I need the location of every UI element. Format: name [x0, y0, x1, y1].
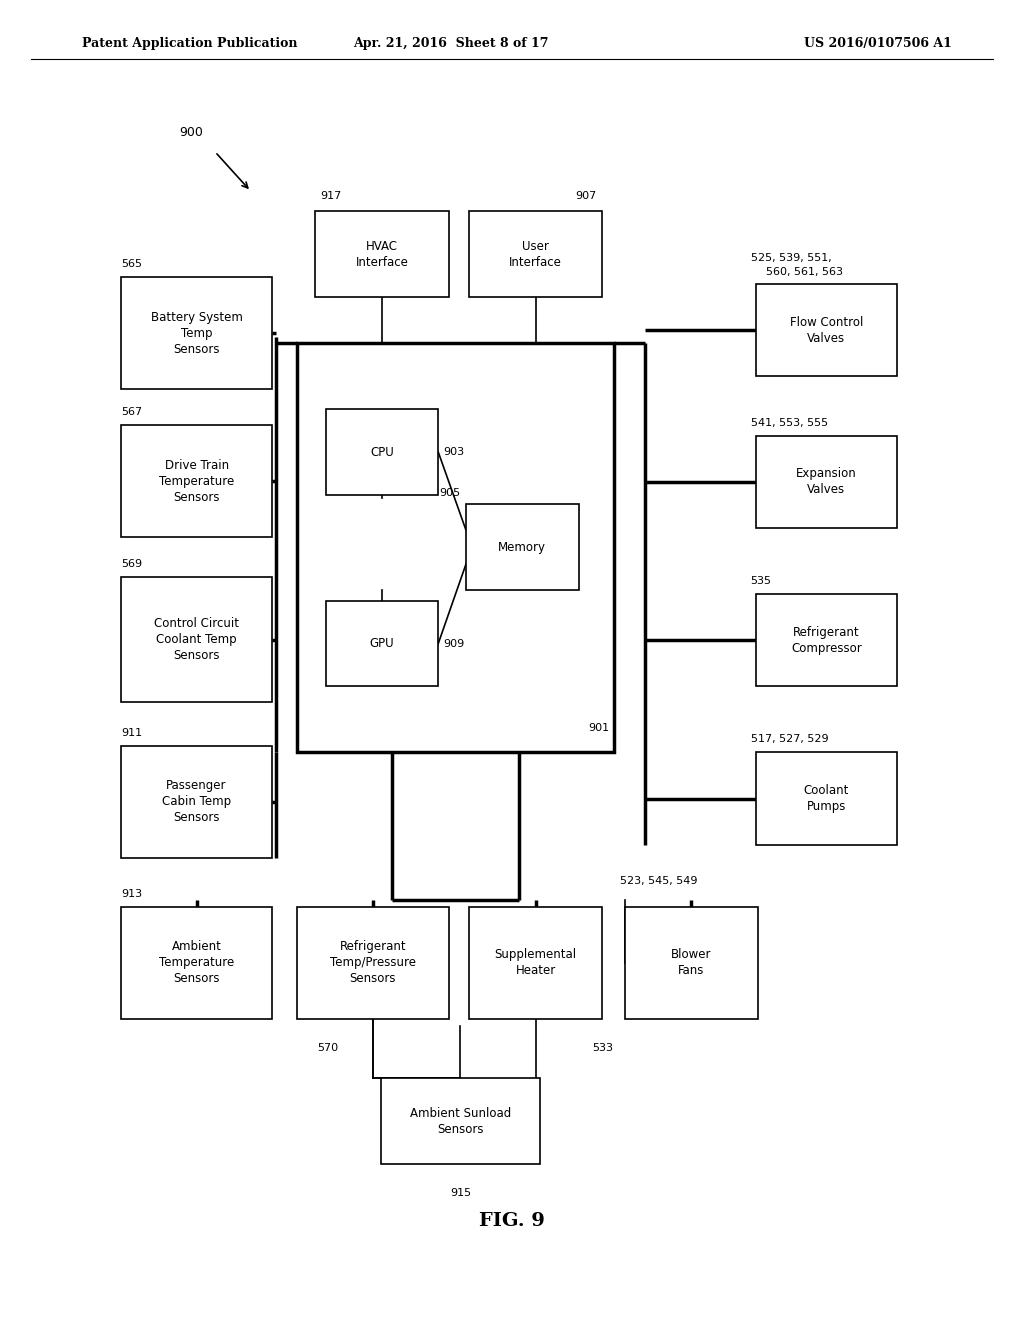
Bar: [326, 409, 438, 495]
Text: Battery System
Temp
Sensors: Battery System Temp Sensors: [151, 310, 243, 356]
Bar: [121, 277, 272, 389]
Text: Apr. 21, 2016  Sheet 8 of 17: Apr. 21, 2016 Sheet 8 of 17: [353, 37, 548, 50]
Bar: [756, 594, 897, 686]
Text: CPU: CPU: [370, 446, 394, 458]
Text: 533: 533: [592, 1043, 613, 1053]
Bar: [297, 907, 449, 1019]
Text: 907: 907: [575, 190, 597, 201]
Bar: [121, 746, 272, 858]
Text: 541, 553, 555: 541, 553, 555: [751, 417, 827, 428]
Text: Flow Control
Valves: Flow Control Valves: [790, 315, 863, 345]
Bar: [381, 1078, 540, 1164]
Text: 569: 569: [121, 558, 142, 569]
Bar: [469, 907, 602, 1019]
Text: User
Interface: User Interface: [509, 240, 562, 268]
Text: Patent Application Publication: Patent Application Publication: [82, 37, 297, 50]
Bar: [121, 907, 272, 1019]
Text: HVAC
Interface: HVAC Interface: [355, 240, 409, 268]
Bar: [466, 504, 579, 590]
Text: 901: 901: [588, 722, 609, 733]
Text: 570: 570: [317, 1043, 339, 1053]
Bar: [756, 284, 897, 376]
Text: 917: 917: [321, 190, 342, 201]
Text: FIG. 9: FIG. 9: [479, 1212, 545, 1230]
Bar: [625, 907, 758, 1019]
Text: Passenger
Cabin Temp
Sensors: Passenger Cabin Temp Sensors: [162, 779, 231, 825]
Text: Ambient
Temperature
Sensors: Ambient Temperature Sensors: [159, 940, 234, 986]
Bar: [297, 343, 614, 752]
Text: 567: 567: [121, 407, 142, 417]
Text: Blower
Fans: Blower Fans: [671, 949, 712, 977]
Text: Drive Train
Temperature
Sensors: Drive Train Temperature Sensors: [159, 458, 234, 504]
Bar: [326, 601, 438, 686]
Text: 523, 545, 549: 523, 545, 549: [620, 875, 697, 886]
Text: 560, 561, 563: 560, 561, 563: [766, 267, 843, 277]
Text: Supplemental
Heater: Supplemental Heater: [495, 949, 577, 977]
Text: Control Circuit
Coolant Temp
Sensors: Control Circuit Coolant Temp Sensors: [154, 616, 240, 663]
Text: 913: 913: [121, 888, 142, 899]
Bar: [121, 577, 272, 702]
Text: 565: 565: [121, 259, 142, 269]
Text: 905: 905: [439, 487, 461, 498]
Text: Refrigerant
Temp/Pressure
Sensors: Refrigerant Temp/Pressure Sensors: [330, 940, 416, 986]
Text: 911: 911: [121, 727, 142, 738]
Bar: [756, 436, 897, 528]
Text: 517, 527, 529: 517, 527, 529: [751, 734, 828, 744]
Text: 915: 915: [451, 1188, 471, 1199]
Text: 525, 539, 551,: 525, 539, 551,: [751, 252, 831, 263]
Text: 535: 535: [751, 576, 772, 586]
Bar: [121, 425, 272, 537]
Bar: [756, 752, 897, 845]
Text: Coolant
Pumps: Coolant Pumps: [804, 784, 849, 813]
Text: Expansion
Valves: Expansion Valves: [796, 467, 857, 496]
Bar: [469, 211, 602, 297]
Text: US 2016/0107506 A1: US 2016/0107506 A1: [805, 37, 952, 50]
Text: Memory: Memory: [499, 541, 546, 553]
Text: GPU: GPU: [370, 638, 394, 649]
Text: Refrigerant
Compressor: Refrigerant Compressor: [791, 626, 862, 655]
Text: 903: 903: [443, 447, 465, 457]
Text: Ambient Sunload
Sensors: Ambient Sunload Sensors: [410, 1107, 511, 1135]
Bar: [315, 211, 449, 297]
Text: 909: 909: [443, 639, 465, 648]
Text: 900: 900: [179, 125, 203, 139]
